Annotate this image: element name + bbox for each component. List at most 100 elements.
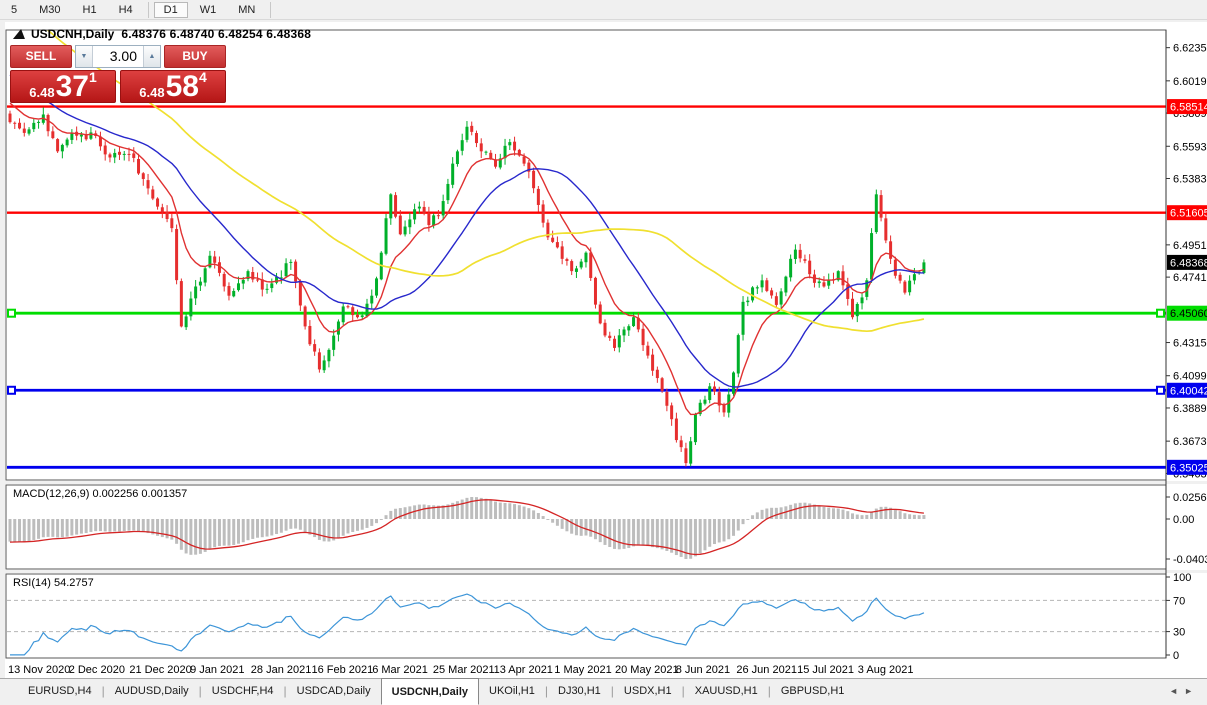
hline-marker[interactable] xyxy=(1156,385,1165,395)
price-tick-label: 6.62350 xyxy=(1173,43,1207,55)
tab-ukoil[interactable]: UKOil,H1 xyxy=(489,685,535,697)
macd-bar xyxy=(265,519,269,537)
symbol-tabs-bar: EURUSD,H4 | AUDUSD,Daily | USDCHF,H4 | USDCAD,… xyxy=(0,678,1207,705)
macd-bar xyxy=(855,514,859,519)
candle-body xyxy=(179,281,183,327)
tab-dj30[interactable]: DJ30,H1 xyxy=(558,685,601,697)
candle-body xyxy=(455,151,459,165)
candle-body xyxy=(417,206,421,209)
macd-bar xyxy=(170,519,174,540)
macd-bar xyxy=(79,519,83,534)
candle-body xyxy=(79,134,83,137)
candle-body xyxy=(198,281,202,286)
volume-increase-button[interactable]: ▲ xyxy=(143,46,160,67)
macd-bar xyxy=(298,519,302,530)
candle-body xyxy=(70,132,74,140)
panel-splitter[interactable] xyxy=(5,481,1207,484)
candle-body xyxy=(817,281,821,284)
candle-body xyxy=(636,317,640,330)
macd-bar xyxy=(222,519,226,546)
candle-body xyxy=(275,277,279,283)
candle-body xyxy=(284,263,288,277)
tab-scroll-arrows[interactable]: ◄► xyxy=(1169,686,1199,696)
candle-body xyxy=(141,173,145,179)
hline-marker[interactable] xyxy=(7,385,16,395)
macd-bar xyxy=(308,519,312,535)
candle-body xyxy=(746,300,750,303)
candle-body xyxy=(451,163,455,185)
macd-axis-zero: 0.00 xyxy=(1173,514,1194,526)
tab-separator: | xyxy=(198,684,202,698)
timeframe-button-mn[interactable]: MN xyxy=(228,2,265,18)
macd-bar xyxy=(803,502,807,519)
sell-price-button[interactable]: 6.48 37 1 xyxy=(10,69,116,103)
timeframe-button-w1[interactable]: W1 xyxy=(190,2,227,18)
macd-bar xyxy=(722,519,726,542)
hline-marker[interactable] xyxy=(1156,308,1165,318)
macd-bar xyxy=(765,508,769,519)
macd-bar xyxy=(755,512,759,519)
timeframe-button-h1[interactable]: H1 xyxy=(73,2,107,18)
candle-body xyxy=(651,354,655,371)
tab-gbpusd[interactable]: GBPUSD,H1 xyxy=(780,685,845,697)
macd-bar xyxy=(417,504,421,519)
candle-body xyxy=(822,282,826,287)
timeframe-button-m30[interactable]: M30 xyxy=(29,2,70,18)
rsi-axis-label: 0 xyxy=(1173,650,1179,662)
macd-bar xyxy=(712,519,716,545)
candle-body xyxy=(132,153,136,158)
buy-button[interactable]: BUY xyxy=(164,45,226,68)
candle-body xyxy=(665,391,669,406)
volume-spinner: ▼ 3.00 ▲ xyxy=(75,45,161,68)
date-label: 9 Jan 2021 xyxy=(190,664,244,676)
candle-body xyxy=(146,180,150,189)
macd-bar xyxy=(317,519,321,540)
tab-usdx[interactable]: USDX,H1 xyxy=(623,685,672,697)
tab-usdchf[interactable]: USDCHF,H4 xyxy=(211,685,274,697)
candle-body xyxy=(332,335,336,350)
candle-body xyxy=(384,218,388,254)
candle-body xyxy=(527,162,531,172)
candle-body xyxy=(465,126,469,140)
macd-bar xyxy=(770,507,774,519)
timeframe-button-d1[interactable]: D1 xyxy=(153,1,188,18)
candle-body xyxy=(551,237,555,242)
macd-bar xyxy=(27,519,31,542)
tab-audusd[interactable]: AUDUSD,Daily xyxy=(114,685,189,697)
candle-body xyxy=(908,280,912,293)
tab-usdcad[interactable]: USDCAD,Daily xyxy=(296,685,371,697)
buy-price-button[interactable]: 6.48 58 4 xyxy=(120,69,226,103)
tab-usdcnh[interactable]: USDCNH,Daily xyxy=(380,678,480,705)
tab-eurusd[interactable]: EURUSD,H4 xyxy=(28,685,92,697)
candle-body xyxy=(46,115,50,132)
macd-bar xyxy=(727,519,731,540)
candle-body xyxy=(460,140,464,151)
macd-bar xyxy=(603,519,607,545)
sell-button[interactable]: SELL xyxy=(10,45,72,68)
volume-input[interactable]: 3.00 xyxy=(93,46,143,67)
chart-canvas[interactable]: 6.623506.601906.580906.559306.538306.495… xyxy=(5,22,1207,678)
macd-bar xyxy=(413,505,417,519)
macd-bar xyxy=(489,499,493,519)
macd-bar xyxy=(584,519,588,536)
candle-body xyxy=(693,413,697,443)
panel-splitter[interactable] xyxy=(5,570,1207,573)
candle-body xyxy=(736,335,740,374)
candle-body xyxy=(137,159,141,174)
macd-bar xyxy=(127,519,131,531)
macd-bar xyxy=(60,519,64,538)
macd-bar xyxy=(593,519,597,540)
macd-bar xyxy=(474,497,478,519)
timeframe-button-5[interactable]: 5 xyxy=(1,2,27,18)
macd-bar xyxy=(817,505,821,519)
hline-marker[interactable] xyxy=(7,308,16,318)
macd-bar xyxy=(41,519,45,538)
timeframe-button-h4[interactable]: H4 xyxy=(109,2,143,18)
buy-price-prefix: 6.48 xyxy=(139,85,165,100)
tab-xauusd[interactable]: XAUUSD,H1 xyxy=(694,685,758,697)
volume-decrease-button[interactable]: ▼ xyxy=(76,46,93,67)
candle-body xyxy=(89,132,93,139)
candle-body xyxy=(703,399,707,404)
macd-bar xyxy=(451,502,455,519)
macd-bar xyxy=(689,519,693,559)
